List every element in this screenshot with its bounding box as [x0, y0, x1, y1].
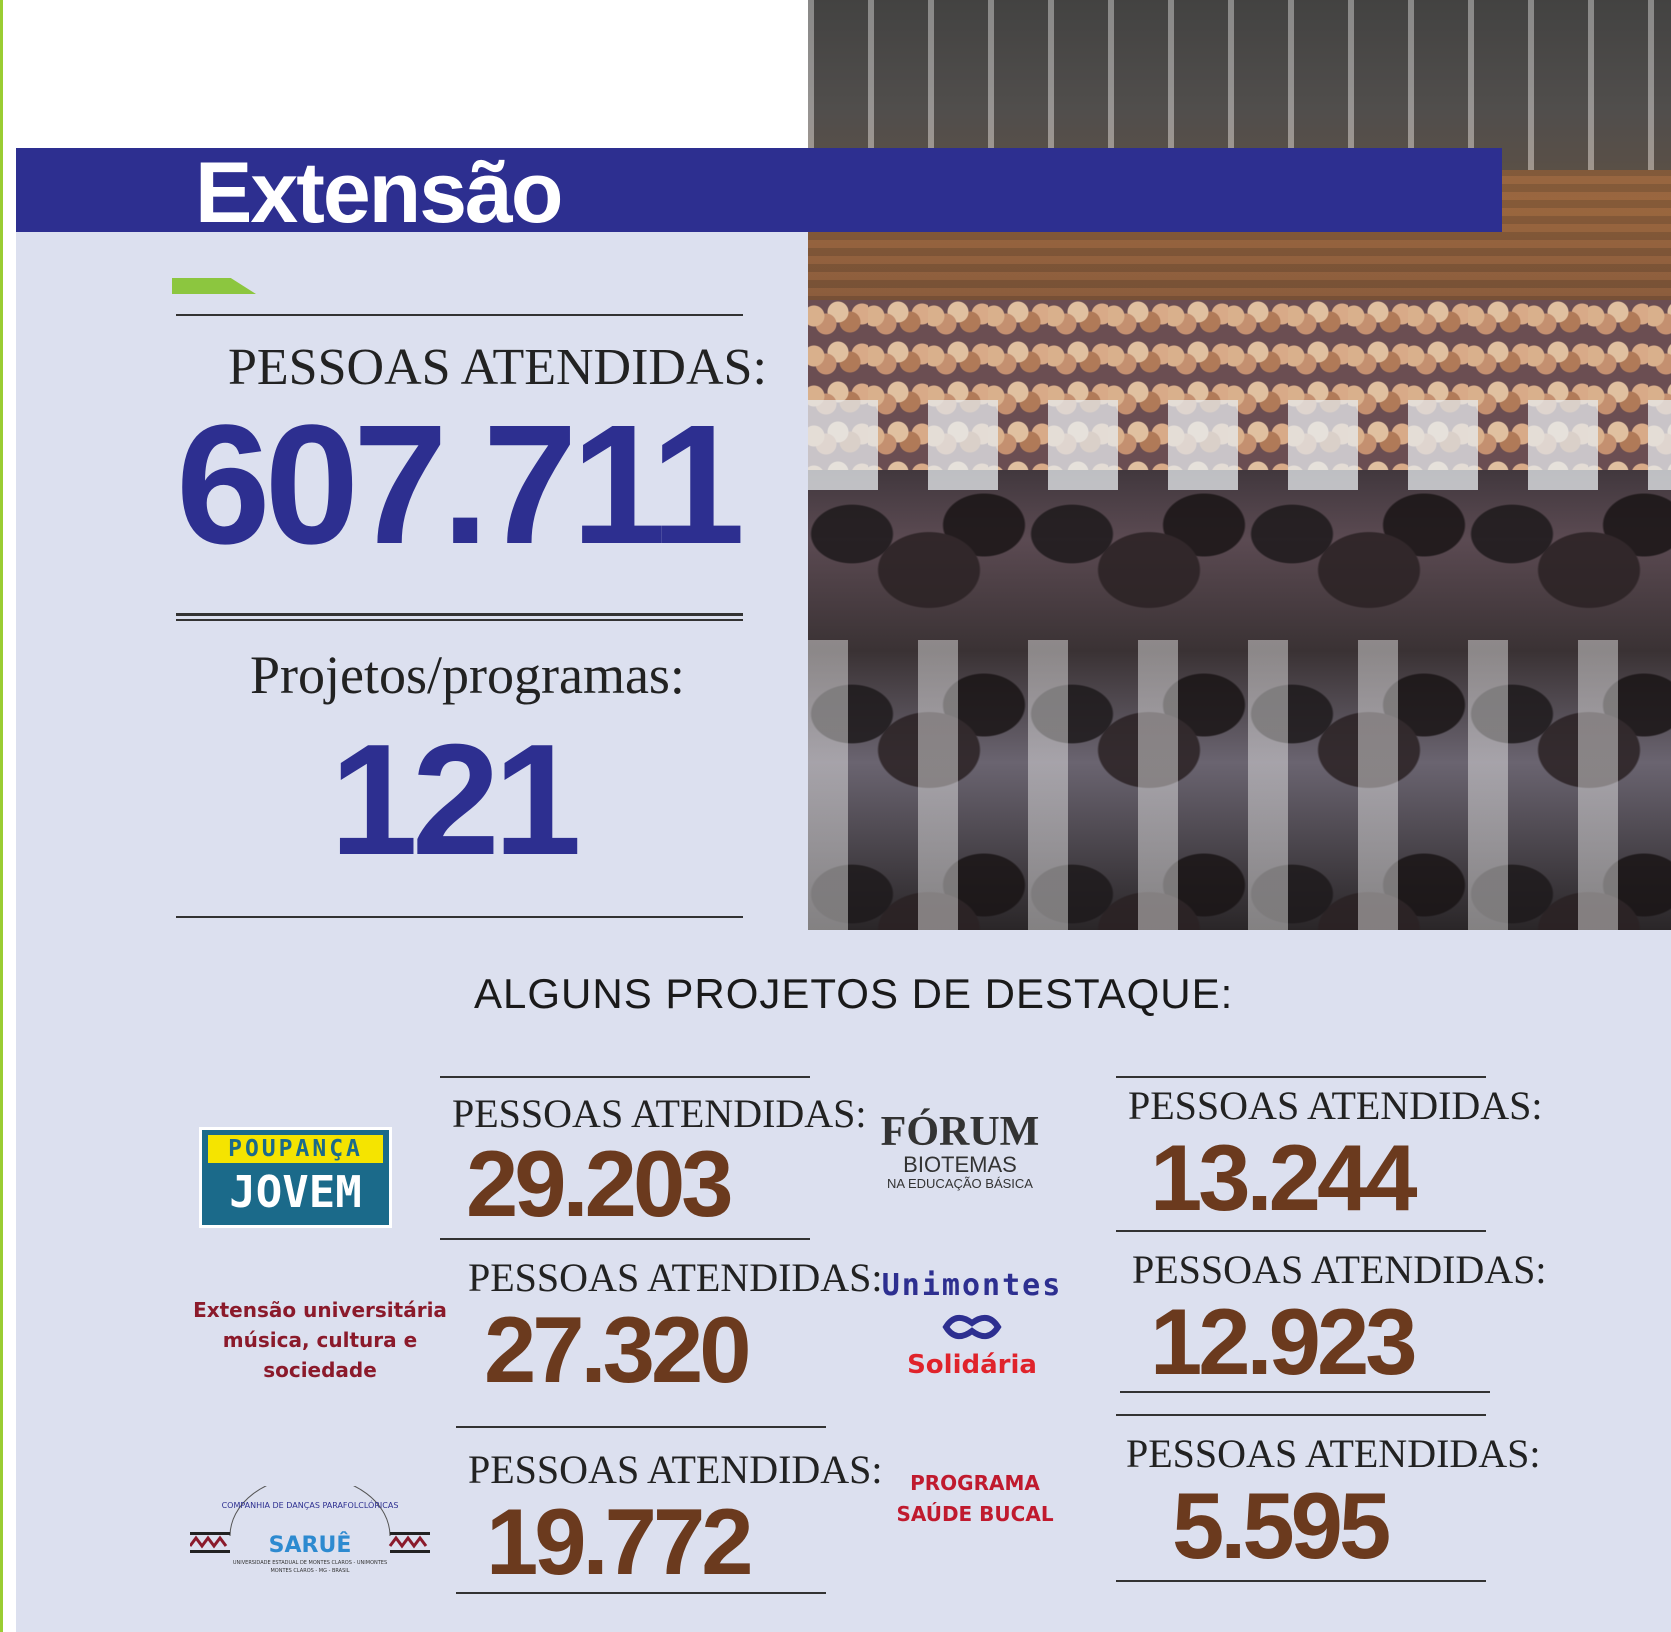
divider	[1116, 1414, 1486, 1416]
stat-value: 27.320	[484, 1297, 752, 1402]
green-accent	[172, 278, 256, 294]
pattern-right-icon	[388, 1532, 430, 1553]
divider	[176, 613, 743, 616]
stat-label: PESSOAS ATENDIDAS:	[452, 1091, 867, 1136]
stat-value: 5.595	[1172, 1473, 1391, 1578]
divider	[456, 1592, 826, 1594]
page-title: Extensão	[195, 145, 563, 241]
stat-label: PESSOAS ATENDIDAS:	[1126, 1431, 1541, 1476]
projects-total: 121	[330, 712, 582, 888]
divider	[176, 916, 743, 918]
stat-value: 12.923	[1150, 1289, 1418, 1394]
divider	[440, 1238, 810, 1240]
stat-label: PESSOAS ATENDIDAS:	[468, 1255, 883, 1300]
svg-text:COMPANHIA DE DANÇAS PARAFOLCLÓ: COMPANHIA DE DANÇAS PARAFOLCLÓRICAS	[222, 1499, 399, 1510]
people-total: 607.711	[176, 390, 745, 580]
people-label: PESSOAS ATENDIDAS:	[228, 339, 767, 396]
poupanca-jovem-logo: POUPANÇA JOVEM	[199, 1127, 392, 1228]
programa-saude-bucal-logo: PROGRAMA SAÚDE BUCAL	[896, 1471, 1054, 1526]
projects-label: Projetos/programas:	[250, 645, 685, 705]
highlights-heading: ALGUNS PROJETOS DE DESTAQUE:	[474, 970, 1234, 1017]
svg-text:SARUÊ: SARUÊ	[269, 1532, 352, 1558]
stat-label: PESSOAS ATENDIDAS:	[1132, 1247, 1547, 1292]
unimontes-solidaria-logo: Unimontes Solidária	[881, 1268, 1063, 1380]
svg-text:MONTES CLAROS - MG - BRASIL: MONTES CLAROS - MG - BRASIL	[270, 1568, 349, 1574]
pattern-left-icon	[190, 1532, 230, 1553]
stat-value: 19.772	[486, 1489, 754, 1594]
stat-label: PESSOAS ATENDIDAS:	[468, 1447, 883, 1492]
stat-value: 29.203	[466, 1131, 734, 1236]
audience-photo	[808, 0, 1671, 930]
divider	[1120, 1391, 1490, 1393]
divider	[456, 1426, 826, 1428]
svg-text:UNIVERSIDADE ESTADUAL DE MONTE: UNIVERSIDADE ESTADUAL DE MONTES CLAROS -…	[233, 1560, 387, 1566]
extensao-musica-logo: Extensão universitária música, cultura e…	[193, 1298, 447, 1382]
title-bar	[16, 148, 1502, 232]
stat-value: 13.244	[1150, 1125, 1418, 1230]
stat-label: PESSOAS ATENDIDAS:	[1128, 1083, 1543, 1128]
left-edge-bar	[0, 0, 3, 1632]
divider	[176, 619, 743, 621]
divider	[440, 1076, 810, 1078]
solidaria-emblem-icon	[942, 1314, 1002, 1340]
forum-biotemas-logo: FÓRUM BIOTEMAS NA EDUCAÇÃO BÁSICA	[880, 1109, 1040, 1191]
sarue-logo: COMPANHIA DE DANÇAS PARAFOLCLÓRICAS SARU…	[190, 1486, 430, 1574]
divider	[1116, 1230, 1486, 1232]
divider	[1116, 1580, 1486, 1582]
divider	[1116, 1076, 1486, 1078]
divider	[176, 314, 743, 316]
